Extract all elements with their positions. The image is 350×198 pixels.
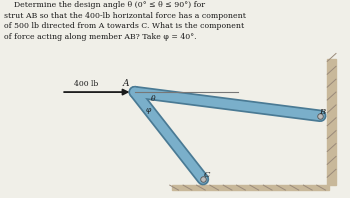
Text: B: B bbox=[320, 108, 326, 116]
Text: A: A bbox=[123, 79, 130, 88]
Text: θ: θ bbox=[150, 95, 155, 103]
Text: Determine the design angle θ (0° ≤ θ ≤ 90°) for
strut AB so that the 400-lb hori: Determine the design angle θ (0° ≤ θ ≤ 9… bbox=[4, 1, 245, 41]
Text: φ: φ bbox=[145, 106, 150, 114]
Bar bbox=[327, 59, 336, 185]
Bar bbox=[172, 185, 329, 190]
Text: C: C bbox=[203, 171, 210, 179]
Text: 400 lb: 400 lb bbox=[74, 80, 98, 88]
